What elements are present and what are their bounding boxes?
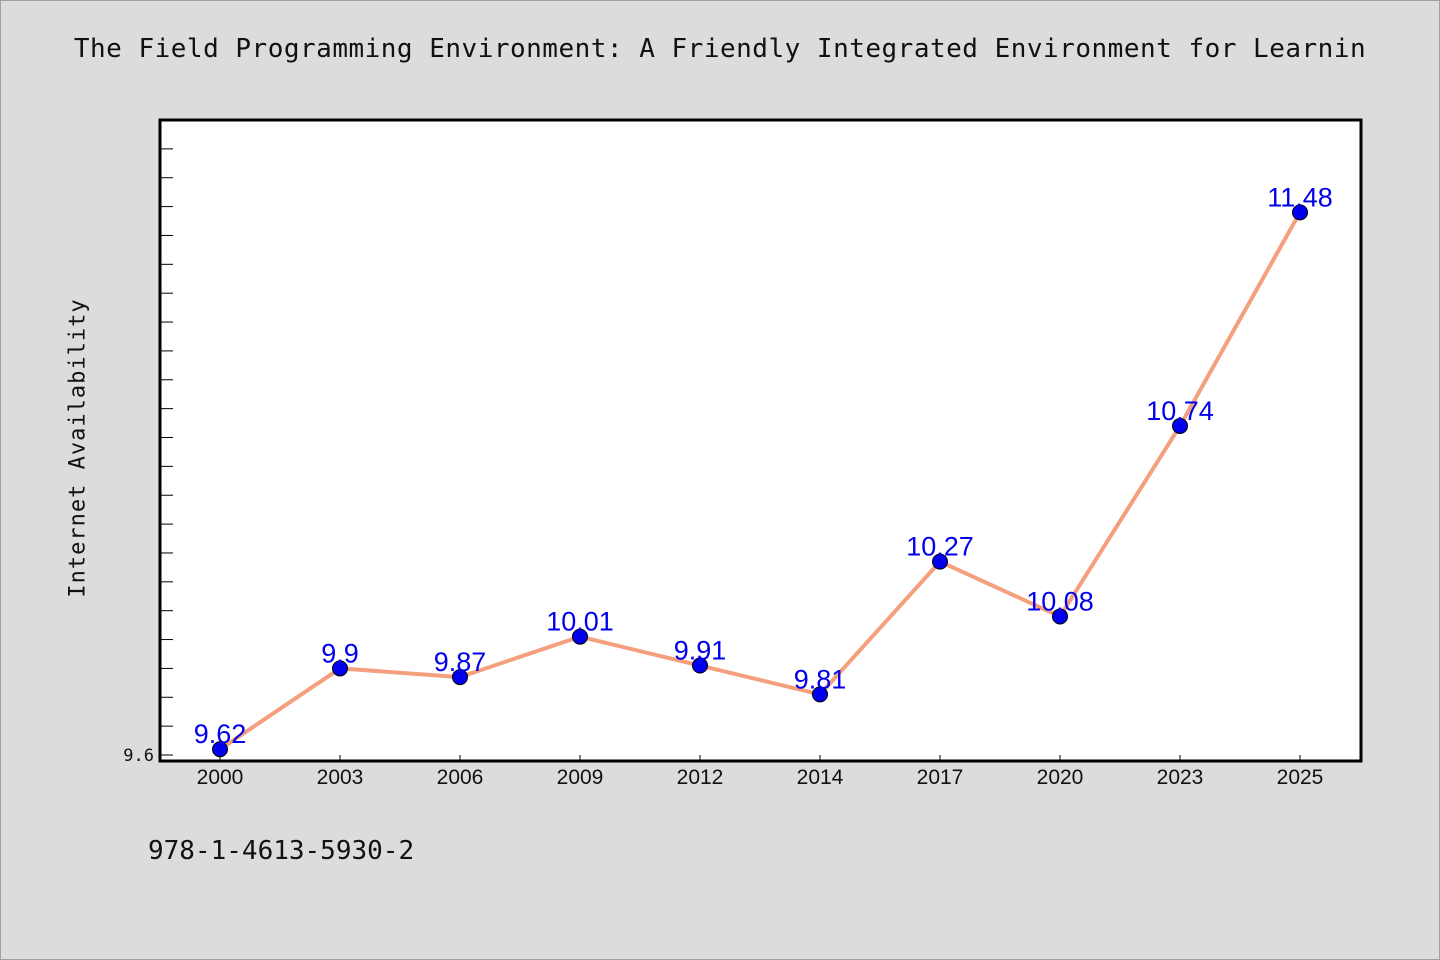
data-label: 9.91 (674, 636, 727, 666)
y-tick-label: 9.6 (123, 746, 154, 766)
x-tick-label: 2023 (1157, 766, 1204, 789)
x-tick-label: 2020 (1037, 766, 1084, 789)
data-label: 9.9 (321, 638, 359, 668)
series-line (218, 210, 1302, 752)
isbn-code: 978-1-4613-5930-2 (148, 836, 415, 866)
data-label: 10.27 (906, 532, 974, 562)
x-tick-label: 2000 (197, 766, 244, 789)
x-tick-label: 2003 (317, 766, 364, 789)
data-point (692, 657, 708, 674)
data-point (332, 660, 348, 677)
x-tick-label: 2014 (797, 766, 844, 789)
data-label: 11.48 (1267, 182, 1333, 212)
chart-title: The Field Programming Environment: A Fri… (73, 34, 1367, 64)
data-point (212, 741, 228, 758)
x-tick-label: 2017 (917, 766, 964, 789)
data-point (812, 686, 828, 703)
data-point (1172, 417, 1188, 434)
data-point (572, 628, 588, 645)
plot-border (158, 118, 1363, 763)
data-label: 10.08 (1026, 586, 1094, 616)
x-tick-label: 2012 (677, 766, 724, 789)
data-label: 9.81 (794, 664, 847, 694)
data-point (1052, 608, 1068, 625)
data-label: 10.74 (1146, 396, 1214, 426)
data-label: 9.62 (194, 719, 247, 749)
plot-area (160, 120, 1361, 761)
data-label: 10.01 (546, 607, 614, 637)
x-tick-label: 2009 (557, 766, 604, 789)
data-point (932, 553, 948, 570)
x-tick-label: 2006 (437, 766, 484, 789)
x-tick-label: 2025 (1277, 766, 1324, 789)
data-point (1292, 204, 1308, 221)
data-point (452, 669, 468, 686)
data-label: 9.87 (434, 647, 487, 677)
